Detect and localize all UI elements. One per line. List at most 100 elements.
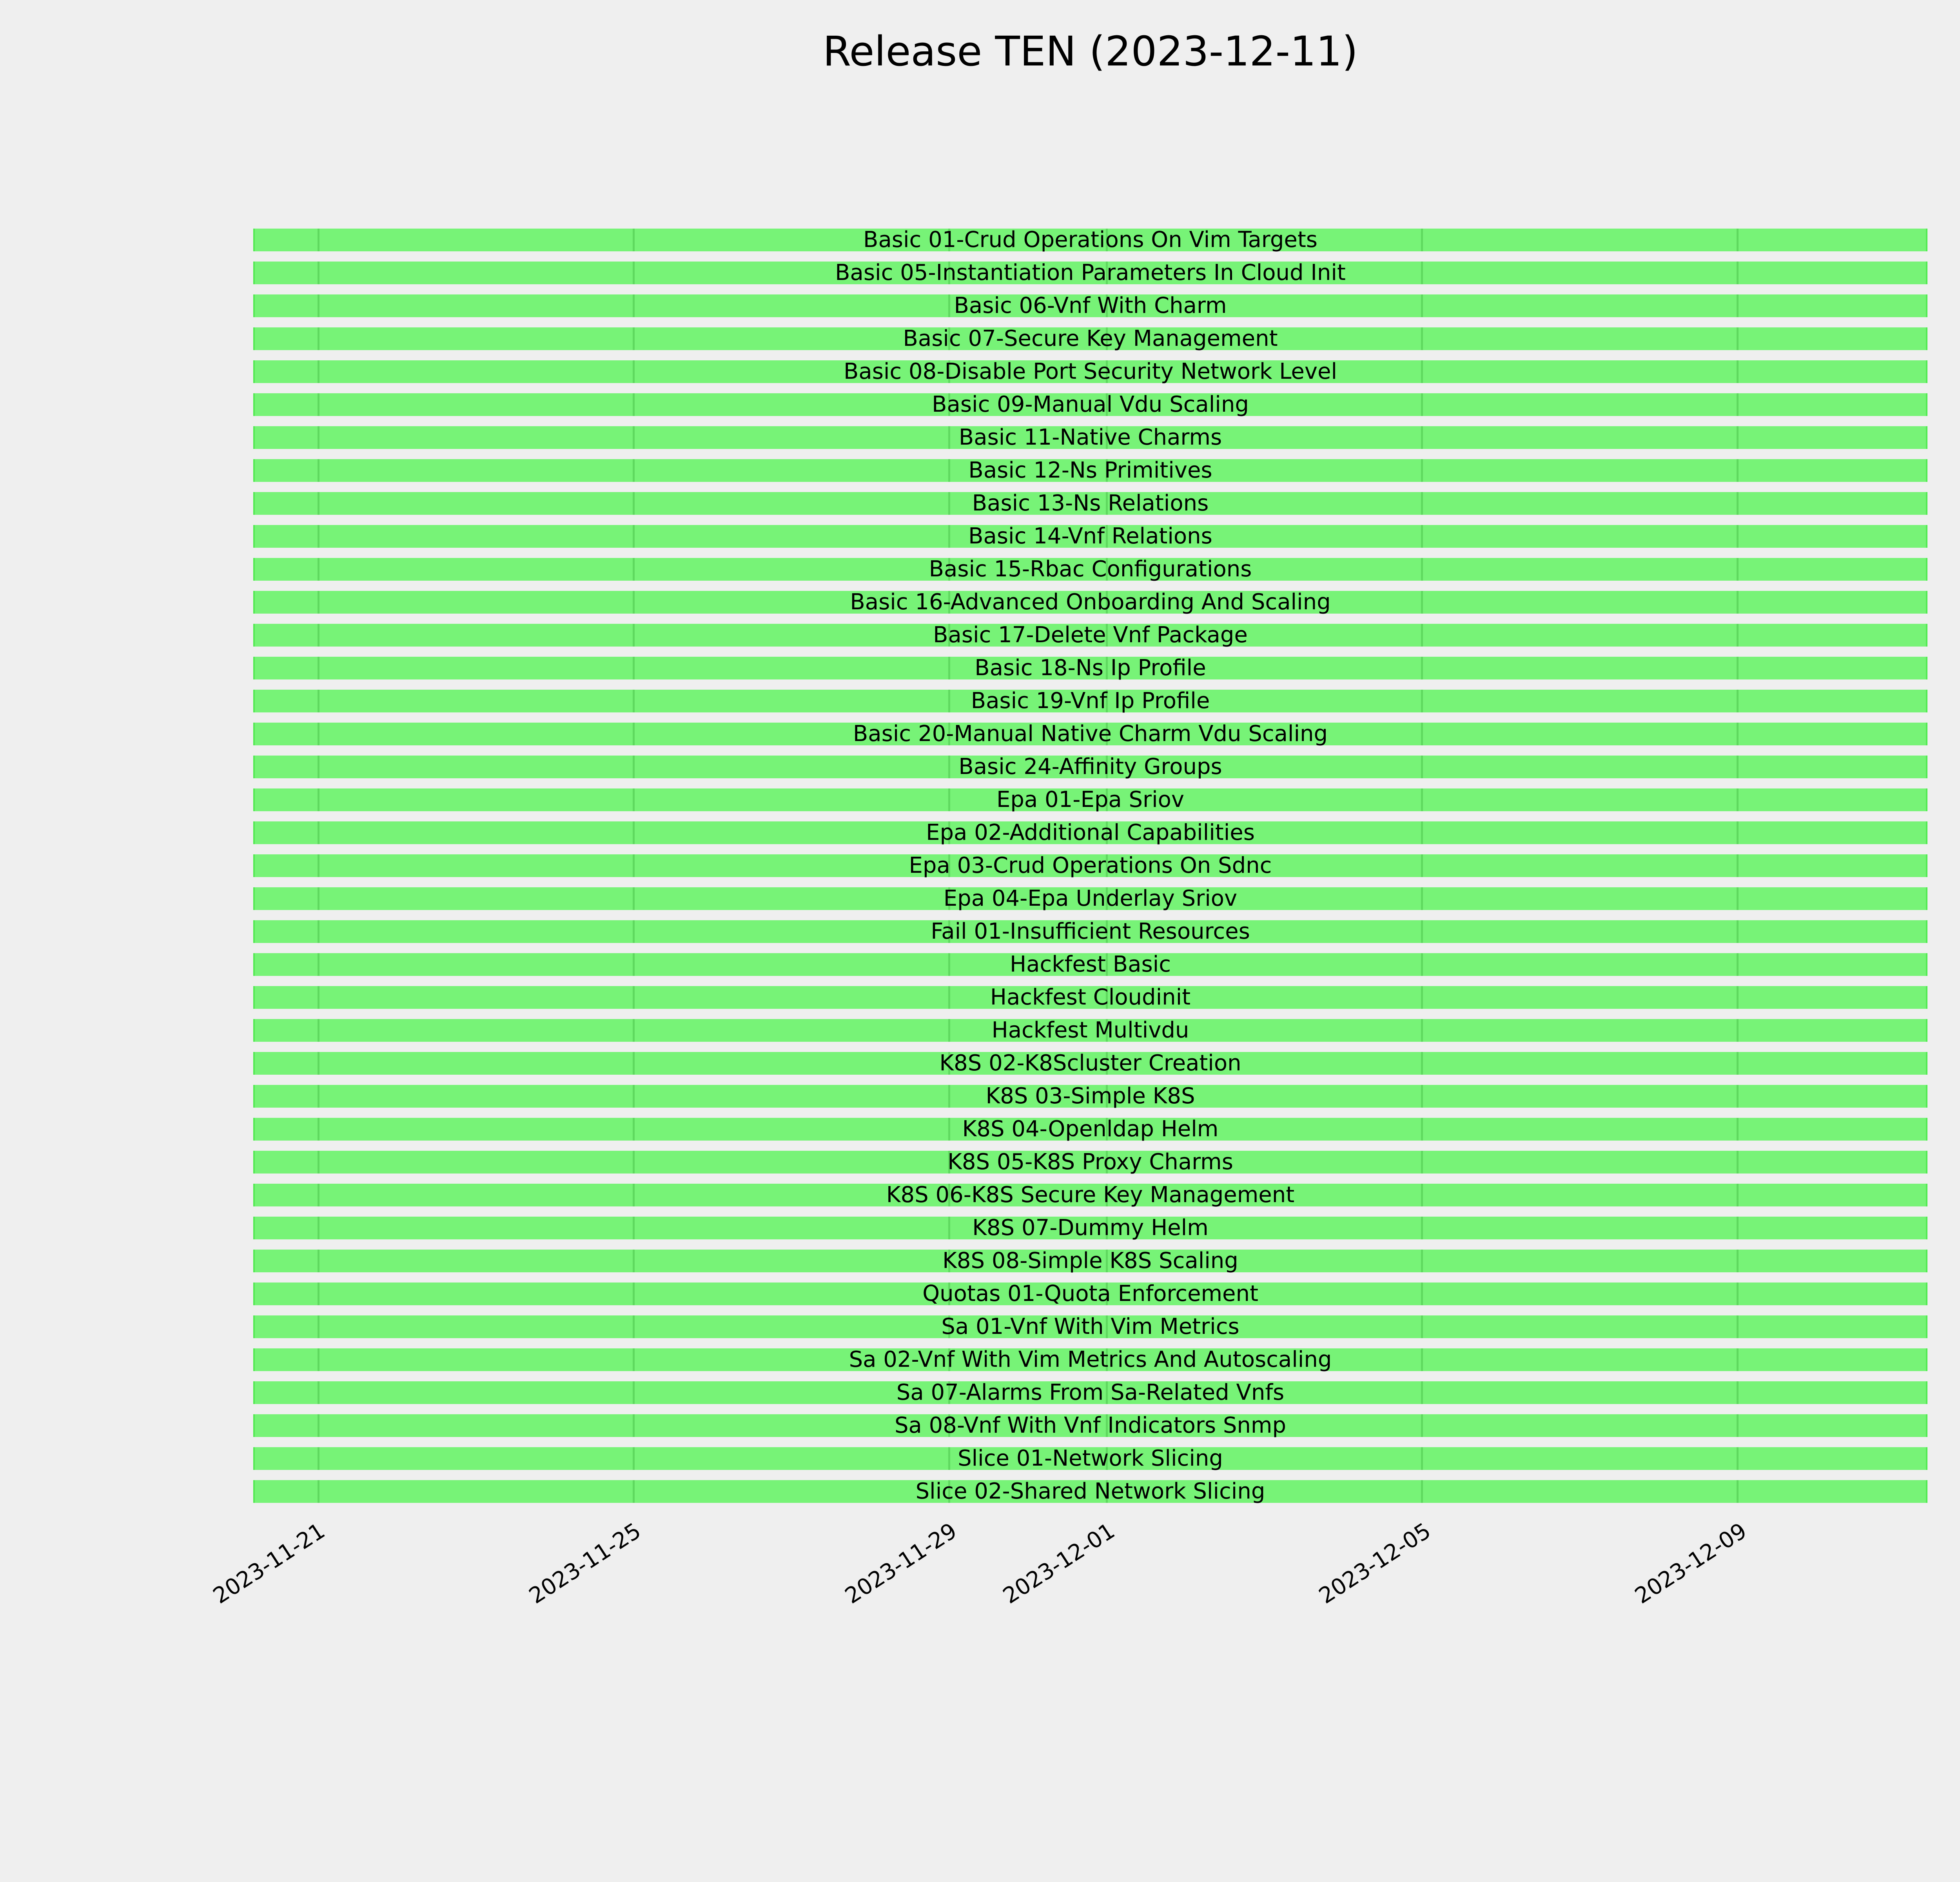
gantt-bar: Basic 07-Secure Key Management bbox=[253, 327, 1927, 350]
grid-line bbox=[1421, 327, 1423, 350]
grid-line bbox=[632, 1052, 635, 1075]
gantt-bar: K8S 03-Simple K8S bbox=[253, 1085, 1927, 1108]
grid-line bbox=[1421, 1381, 1423, 1404]
gantt-bar: Basic 16-Advanced Onboarding And Scaling bbox=[253, 591, 1927, 614]
grid-line bbox=[317, 920, 319, 943]
gantt-bar: Slice 01-Network Slicing bbox=[253, 1447, 1927, 1470]
grid-line bbox=[632, 327, 635, 350]
grid-line bbox=[317, 1348, 319, 1371]
gantt-bar: K8S 07-Dummy Helm bbox=[253, 1217, 1927, 1239]
gantt-bar: Epa 01-Epa Sriov bbox=[253, 788, 1927, 811]
grid-line bbox=[1736, 624, 1739, 647]
grid-line bbox=[1736, 1414, 1739, 1437]
bar-label: Epa 01-Epa Sriov bbox=[996, 787, 1185, 812]
grid-line bbox=[317, 690, 319, 712]
grid-line bbox=[317, 1052, 319, 1075]
grid-line bbox=[948, 1315, 950, 1338]
grid-line bbox=[948, 690, 950, 712]
grid-line bbox=[948, 657, 950, 679]
bar-label: Basic 09-Manual Vdu Scaling bbox=[932, 392, 1249, 417]
grid-line bbox=[632, 1447, 635, 1470]
grid-line bbox=[1736, 1480, 1739, 1503]
grid-line bbox=[1105, 1085, 1108, 1108]
grid-line bbox=[632, 953, 635, 976]
bar-label: Slice 02-Shared Network Slicing bbox=[915, 1479, 1265, 1504]
grid-line bbox=[632, 657, 635, 679]
grid-line bbox=[1736, 1250, 1739, 1272]
grid-line bbox=[317, 756, 319, 778]
grid-line bbox=[1105, 1184, 1108, 1206]
bar-label: Basic 20-Manual Native Charm Vdu Scaling bbox=[853, 721, 1328, 747]
grid-line bbox=[632, 920, 635, 943]
grid-line bbox=[317, 1447, 319, 1470]
grid-line bbox=[1421, 1348, 1423, 1371]
grid-line bbox=[317, 723, 319, 745]
grid-line bbox=[632, 1315, 635, 1338]
gantt-bar: Basic 01-Crud Operations On Vim Targets bbox=[253, 229, 1927, 251]
bar-label: Hackfest Cloudinit bbox=[990, 985, 1191, 1010]
grid-line bbox=[317, 624, 319, 647]
grid-line bbox=[632, 1217, 635, 1239]
grid-line bbox=[1421, 723, 1423, 745]
grid-line bbox=[1421, 953, 1423, 976]
gantt-bar: Basic 06-Vnf With Charm bbox=[253, 294, 1927, 317]
grid-line bbox=[948, 558, 950, 581]
grid-line bbox=[948, 986, 950, 1009]
grid-line bbox=[1105, 262, 1108, 284]
grid-line bbox=[1421, 591, 1423, 614]
grid-line bbox=[1736, 1151, 1739, 1174]
grid-line bbox=[1736, 1315, 1739, 1338]
grid-line bbox=[1736, 887, 1739, 910]
grid-line bbox=[632, 756, 635, 778]
grid-line bbox=[948, 459, 950, 482]
grid-line bbox=[1736, 591, 1739, 614]
bar-label: K8S 05-K8S Proxy Charms bbox=[947, 1149, 1233, 1175]
grid-line bbox=[317, 525, 319, 548]
grid-line bbox=[317, 492, 319, 515]
grid-line bbox=[632, 393, 635, 416]
grid-line bbox=[948, 1283, 950, 1305]
grid-line bbox=[632, 986, 635, 1009]
bar-label: Sa 07-Alarms From Sa-Related Vnfs bbox=[896, 1380, 1285, 1405]
grid-line bbox=[632, 426, 635, 449]
grid-line bbox=[948, 360, 950, 383]
grid-line bbox=[948, 1250, 950, 1272]
grid-line bbox=[1105, 360, 1108, 383]
grid-line bbox=[317, 327, 319, 350]
grid-line bbox=[317, 1019, 319, 1042]
grid-line bbox=[1736, 360, 1739, 383]
grid-line bbox=[948, 393, 950, 416]
gantt-bar: Sa 07-Alarms From Sa-Related Vnfs bbox=[253, 1381, 1927, 1404]
grid-line bbox=[1736, 986, 1739, 1009]
gantt-bar: Hackfest Cloudinit bbox=[253, 986, 1927, 1009]
grid-line bbox=[1421, 262, 1423, 284]
gantt-bar: Epa 04-Epa Underlay Sriov bbox=[253, 887, 1927, 910]
grid-line bbox=[1736, 393, 1739, 416]
grid-line bbox=[1105, 1118, 1108, 1141]
grid-line bbox=[1105, 756, 1108, 778]
grid-line bbox=[948, 788, 950, 811]
grid-line bbox=[1736, 1283, 1739, 1305]
grid-line bbox=[632, 591, 635, 614]
bar-label: Basic 12-Ns Primitives bbox=[968, 458, 1212, 483]
x-tick-label: 2023-11-21 bbox=[209, 1518, 330, 1609]
grid-line bbox=[1421, 558, 1423, 581]
grid-line bbox=[1736, 756, 1739, 778]
grid-line bbox=[1736, 229, 1739, 251]
grid-line bbox=[1105, 393, 1108, 416]
gantt-bar: K8S 06-K8S Secure Key Management bbox=[253, 1184, 1927, 1206]
grid-line bbox=[1421, 360, 1423, 383]
gantt-bar: Fail 01-Insufficient Resources bbox=[253, 920, 1927, 943]
grid-line bbox=[317, 1217, 319, 1239]
grid-line bbox=[317, 1480, 319, 1503]
grid-line bbox=[1421, 1184, 1423, 1206]
grid-line bbox=[317, 1151, 319, 1174]
gantt-bar: Basic 20-Manual Native Charm Vdu Scaling bbox=[253, 723, 1927, 745]
grid-line bbox=[1736, 426, 1739, 449]
grid-line bbox=[948, 262, 950, 284]
grid-line bbox=[317, 821, 319, 844]
gantt-bar: Sa 02-Vnf With Vim Metrics And Autoscali… bbox=[253, 1348, 1927, 1371]
grid-line bbox=[1421, 788, 1423, 811]
gantt-bar: K8S 08-Simple K8S Scaling bbox=[253, 1250, 1927, 1272]
x-tick-label: 2023-11-29 bbox=[840, 1518, 962, 1609]
